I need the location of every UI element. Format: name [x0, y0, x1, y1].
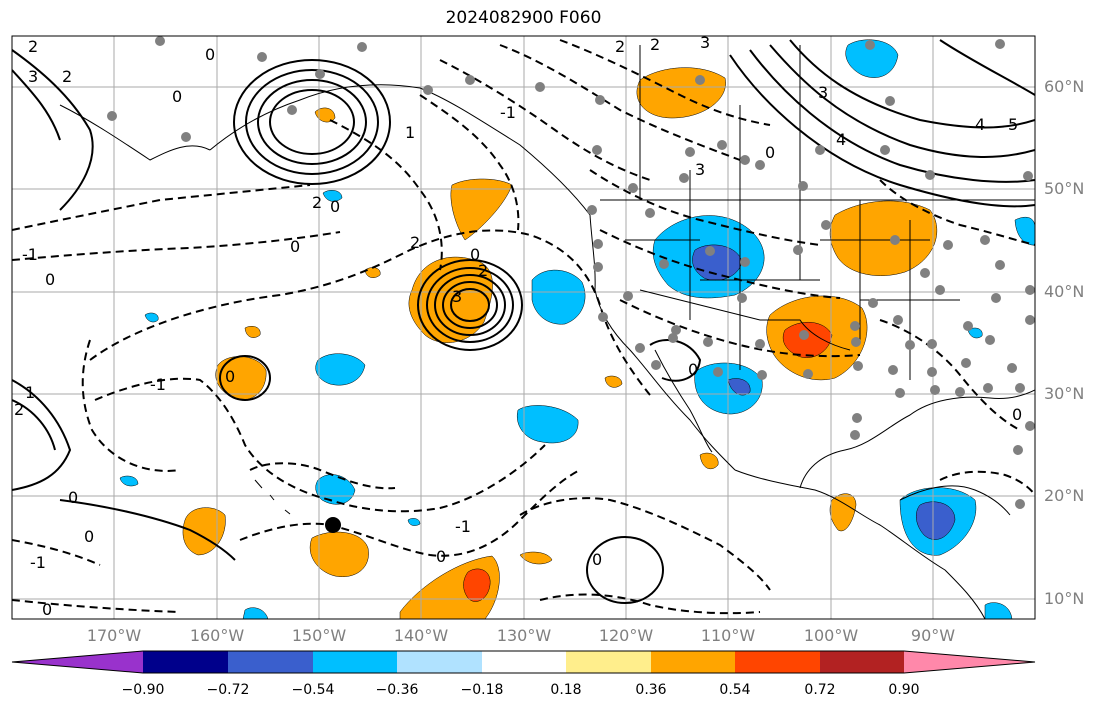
- lon-label-90w: 90°W: [910, 626, 956, 645]
- contour-label: 0: [1012, 405, 1022, 424]
- contour-label: 0: [42, 600, 52, 619]
- contours-positive: [12, 39, 1035, 604]
- contour-label: 2: [312, 193, 322, 212]
- colorbar-cell-6: [566, 651, 651, 673]
- contour-label: 0: [84, 527, 94, 546]
- colorbar-cell-2: [228, 651, 313, 673]
- contour-label: 2: [410, 233, 420, 252]
- lon-label-150w: 150°W: [291, 626, 347, 645]
- contour-label: -1: [30, 553, 46, 572]
- contour-label: 0: [68, 488, 78, 507]
- lat-label-20n: 20°N: [1044, 486, 1085, 505]
- colorbar-cell-8: [735, 651, 820, 673]
- lat-label-50n: 50°N: [1044, 179, 1085, 198]
- colorbar-cell-4: [397, 651, 482, 673]
- lat-label-30n: 30°N: [1044, 384, 1085, 403]
- contour-label: 3: [452, 287, 462, 306]
- contour-label: 1: [25, 383, 35, 402]
- contour-label: 3: [700, 33, 710, 52]
- lat-label-60n: 60°N: [1044, 77, 1085, 96]
- lon-label-130w: 130°W: [496, 626, 552, 645]
- contour-label: 4: [836, 130, 846, 149]
- lon-label-110w: 110°W: [700, 626, 756, 645]
- contour-label: 0: [225, 367, 235, 386]
- colorbar-tick-label: 0.90: [888, 682, 920, 698]
- colorbar-tick-label: −0.72: [206, 682, 250, 698]
- contour-label: 5: [1008, 115, 1018, 134]
- contour-label: 0: [172, 87, 182, 106]
- map-frame: [11, 35, 1036, 620]
- contour-label: 0: [205, 45, 215, 64]
- colorbar-cell-1: [143, 651, 228, 673]
- contour-label: 2: [14, 400, 24, 419]
- contour-label: 0: [436, 547, 446, 566]
- colorbar-tick-label: 0.54: [719, 682, 751, 698]
- lon-label-120w: 120°W: [598, 626, 654, 645]
- contour-label: 3: [695, 160, 705, 179]
- colorbar-cell-3: [313, 651, 397, 673]
- colorbar-tick-label: −0.36: [375, 682, 419, 698]
- lon-label-100w: 100°W: [803, 626, 859, 645]
- colorbar-tick-label: 0.18: [550, 682, 582, 698]
- colorbar-cell-7: [651, 651, 735, 673]
- contour-label: 0: [290, 237, 300, 256]
- contour-label: 2: [28, 37, 38, 56]
- colorbar-tick-label: −0.90: [121, 682, 165, 698]
- contour-label: 1: [405, 123, 415, 142]
- contour-label: 0: [592, 550, 602, 569]
- contour-label: 2: [62, 67, 72, 86]
- contour-label: 2: [615, 37, 625, 56]
- colorbar-cell-10: [904, 651, 1035, 673]
- contours-negative: [12, 39, 1035, 615]
- contour-label: 0: [765, 143, 775, 162]
- contour-label: 4: [975, 115, 985, 134]
- graticule: [12, 36, 1035, 619]
- colorbar-tick-label: −0.18: [460, 682, 504, 698]
- contour-labels: 2 3 2 0 0 2 0 0 2 0 2 3 1 -1 -1 0 0 -1 1…: [14, 33, 1022, 619]
- station-markers: [107, 36, 1035, 509]
- contour-label: 0: [330, 197, 340, 216]
- colorbar-cell-5: [482, 651, 566, 673]
- colorbar: [11, 650, 1036, 674]
- contour-label: -1: [22, 245, 38, 264]
- contour-label: -1: [455, 517, 471, 536]
- contour-label: 0: [688, 360, 698, 379]
- lon-label-170w: 170°W: [86, 626, 142, 645]
- colorbar-tick-label: 0.72: [804, 682, 836, 698]
- lon-label-140w: 140°W: [393, 626, 449, 645]
- map-content: 2 3 2 0 0 2 0 0 2 0 2 3 1 -1 -1 0 0 -1 1…: [12, 33, 1035, 619]
- contour-label: 2: [478, 261, 488, 280]
- contour-label: 3: [818, 83, 828, 102]
- contour-label: 2: [650, 35, 660, 54]
- lon-label-160w: 160°W: [189, 626, 245, 645]
- colorbar-cell-0: [12, 651, 143, 673]
- contour-label: -1: [150, 375, 166, 394]
- contour-label: 0: [45, 270, 55, 289]
- contour-label: -1: [500, 103, 516, 122]
- colorbar-tick-label: −0.54: [291, 682, 335, 698]
- map-title: 2024082900 F060: [445, 8, 602, 28]
- lat-label-40n: 40°N: [1044, 282, 1085, 301]
- contour-label: 0: [470, 245, 480, 264]
- contour-label: 3: [28, 67, 38, 86]
- lat-label-10n: 10°N: [1044, 589, 1085, 608]
- colorbar-cell-9: [820, 651, 904, 673]
- storm-center-marker: [325, 517, 341, 533]
- colorbar-tick-label: 0.36: [635, 682, 667, 698]
